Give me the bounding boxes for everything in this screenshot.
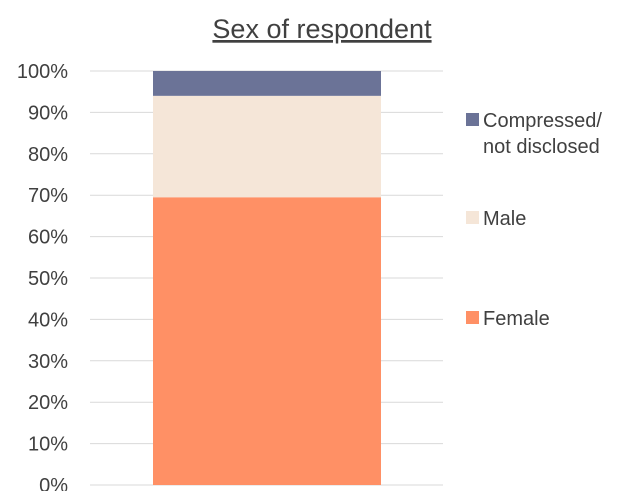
- bar-segment-male: [153, 95, 381, 198]
- y-tick-label: 50%: [28, 268, 68, 290]
- y-tick-label: 90%: [28, 102, 68, 124]
- y-tick-label: 70%: [28, 185, 68, 207]
- legend-swatch: [466, 211, 479, 224]
- legend-swatch: [466, 113, 479, 126]
- stacked-bar: [153, 71, 381, 485]
- y-tick-label: 10%: [28, 434, 68, 456]
- y-tick-label: 30%: [28, 351, 68, 373]
- bar-segment-female: [153, 197, 381, 485]
- legend-label: Compressed/not disclosed: [483, 110, 602, 158]
- y-tick-label: 40%: [28, 309, 68, 331]
- y-tick-label: 100%: [17, 61, 68, 83]
- y-axis-tick-labels: 0% 10% 20% 30% 40% 50% 60% 70% 80% 90% 100%: [17, 61, 68, 491]
- bar-segment-compressed: [153, 71, 381, 96]
- y-tick-label: 0%: [39, 475, 68, 491]
- legend-swatch: [466, 311, 479, 324]
- legend: Compressed/not disclosed Male Female: [466, 110, 602, 330]
- legend-label: Female: [483, 308, 550, 330]
- legend-label: Male: [483, 208, 526, 230]
- chart-title: Sex of respondent: [212, 14, 432, 44]
- y-tick-label: 60%: [28, 227, 68, 249]
- y-tick-label: 80%: [28, 144, 68, 166]
- y-tick-label: 20%: [28, 392, 68, 414]
